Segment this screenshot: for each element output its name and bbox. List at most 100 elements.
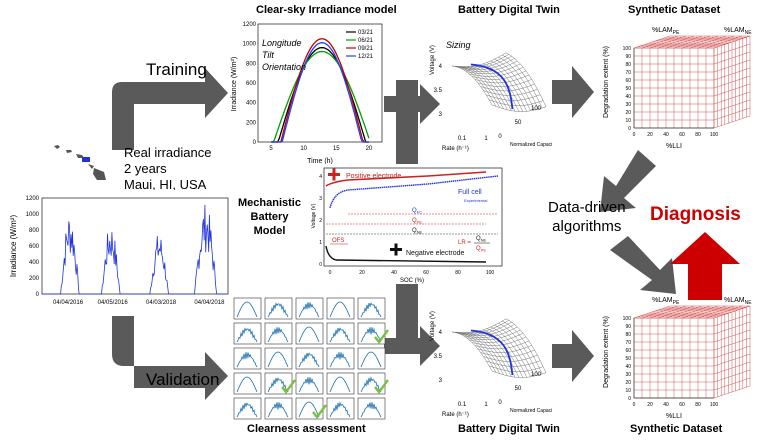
synthetic-bottom-chart: 0 10 20 30 40 50 60 70 80 90 100 0 20 40 60 80 100 Degrad… <box>603 297 752 420</box>
mechanistic-chart: 0 1 2 3 4 0 20 40 60 80 100 Voltage (V) SOC (%) P… <box>308 164 506 284</box>
battery-mesh-line <box>451 52 507 67</box>
validation-label: Validation <box>146 370 220 389</box>
mechanistic-xlabel: SOC (%) <box>400 278 424 284</box>
positive-electrode-label: Positive electrode <box>346 173 401 180</box>
clearness-cell <box>264 297 293 320</box>
battery-mesh-line <box>505 52 547 107</box>
battery-mesh-line <box>490 326 531 377</box>
battery-mesh-line <box>451 318 507 333</box>
diagnosis-arrow <box>670 232 740 300</box>
clear-sky-xtick: 20 <box>366 146 373 152</box>
lr-numerator: QNE <box>476 236 487 243</box>
clearness-cell <box>295 297 324 320</box>
battery-twin-top-chart: Voltage (V) 3 3.5 4 Rate (h⁻¹) 0.1 1 Normalized… <box>430 45 552 152</box>
battery-ytick: 0 <box>498 400 502 406</box>
clear-sky-curve <box>271 38 369 143</box>
real-xtick: 04/04/2016 <box>53 300 84 306</box>
clear-sky-xtick: 5 <box>269 146 273 152</box>
data-driven-line1: Data-driven <box>548 199 626 216</box>
mechanistic-ytick: 1 <box>319 240 322 246</box>
mechanistic-xticks: 0 20 40 60 80 100 <box>329 270 495 276</box>
mechanistic-label: Mechanistic Battery Model <box>238 196 301 238</box>
battery-mesh-line <box>489 365 544 373</box>
clearness-curve <box>298 352 320 368</box>
cube-lam-pe-label: %LAMPE <box>652 297 680 306</box>
lr-label: LR = <box>458 240 471 246</box>
clear-sky-param-orientation: Orientation <box>262 62 306 72</box>
cube-grid-line <box>713 313 751 327</box>
clearness-curve <box>267 377 289 393</box>
battery-ylabel: Normalized Capacity (%) <box>510 408 552 414</box>
real-irradiance-line2: 2 years <box>124 161 167 176</box>
cube-ztick: 10 <box>625 118 631 124</box>
negative-electrode-curve <box>325 245 487 263</box>
clearness-cell <box>357 347 386 370</box>
hawaii-map-icon <box>54 145 106 180</box>
clearness-cell <box>295 322 324 345</box>
mechanistic-xtick: 100 <box>486 270 495 276</box>
mechanistic-xtick: 0 <box>329 270 332 276</box>
battery-mesh-line <box>474 74 529 84</box>
cube-xtick: 100 <box>710 402 719 408</box>
battery-mesh-line <box>477 345 532 353</box>
cube-grid-line <box>713 305 751 319</box>
battery-mesh-line <box>489 99 544 107</box>
battery-ylabel: Normalized Capacity (%) <box>510 142 552 148</box>
real-ytick: 400 <box>29 260 40 266</box>
battery-twin-bottom-chart: Voltage (V) 3 3.5 4 Rate (h⁻¹) 0.1 1 Normalized… <box>430 311 552 418</box>
clearness-cell <box>264 347 293 370</box>
cube-lam-ne-label: %LAMNE <box>724 297 752 306</box>
cube-grid-line <box>713 35 751 49</box>
real-irradiance-text: Real irradiance 2 years Maui, HI, USA <box>124 145 211 193</box>
battery-xtick: 1 <box>484 402 488 408</box>
cube-xtick: 20 <box>647 132 653 138</box>
clear-sky-legend-entry: 12/21 <box>358 54 374 60</box>
battery-mesh-line <box>486 94 541 101</box>
battery-xlabel: Rate (h⁻¹) <box>442 412 469 418</box>
battery-surface-bottom: Voltage (V) 3 3.5 4 Rate (h⁻¹) 0.1 1 Normalized… <box>430 311 552 418</box>
mechanistic-xtick: 60 <box>423 270 429 276</box>
battery-xlabel: Rate (h⁻¹) <box>442 146 469 152</box>
plus-positive-icon <box>328 168 340 181</box>
battery-ytick: 100 <box>531 106 542 112</box>
clear-sky-xlabel: Time (h) <box>307 158 333 165</box>
clear-sky-param-longitude: Longitude <box>262 38 302 48</box>
synthetic-bottom-title: Synthetic Dataset <box>630 423 723 435</box>
cube-zlabel: Degradation extent (%) <box>603 316 610 388</box>
training-label: Training <box>146 60 207 79</box>
real-irradiance-line1: Real irradiance <box>124 145 212 160</box>
plus-negative-icon <box>390 243 402 256</box>
clear-sky-legend-entry: 09/21 <box>358 46 374 52</box>
cube-grid-line <box>713 43 751 57</box>
cube-ztick: 30 <box>625 372 631 378</box>
clearness-cell <box>233 397 262 420</box>
data-driven-line2: algorithms <box>552 218 622 235</box>
arrow-clearness-battery <box>384 326 440 366</box>
battery-mesh-line <box>480 83 535 92</box>
battery-mesh-line <box>491 104 547 112</box>
battery-ytick: 0 <box>498 134 502 140</box>
battery-ztick: 3.5 <box>434 88 443 94</box>
clearness-curve <box>360 402 382 418</box>
q-ne-label: QNE <box>412 228 423 235</box>
clearness-curve <box>329 327 351 343</box>
clear-sky-ytick: 1000 <box>243 42 257 48</box>
cube-grid-line <box>705 35 743 49</box>
clear-sky-xticks: 5 10 15 20 <box>269 146 373 152</box>
cube-grid-line <box>713 75 751 89</box>
cube-ztick: 0 <box>628 126 631 132</box>
check-icon <box>374 379 389 394</box>
clearness-curve <box>329 376 351 393</box>
cube-grid-line <box>713 345 751 359</box>
synthetic-cube-bottom: 0 10 20 30 40 50 60 70 80 90 100 0 20 40 60 80 100 Degrad… <box>603 297 752 420</box>
clear-sky-yticks: 0 200 400 600 800 1000 1200 <box>243 22 257 146</box>
lr-denominator: QPE <box>476 246 486 253</box>
battery-mesh-line <box>480 349 535 358</box>
clear-sky-legend-entry: 06/21 <box>358 38 374 44</box>
real-irradiance-trace <box>42 204 228 295</box>
ofs-label: OFS <box>332 238 344 244</box>
clearness-curve <box>360 327 382 343</box>
cube-ztick: 20 <box>625 110 631 116</box>
clearness-curve <box>298 377 320 393</box>
